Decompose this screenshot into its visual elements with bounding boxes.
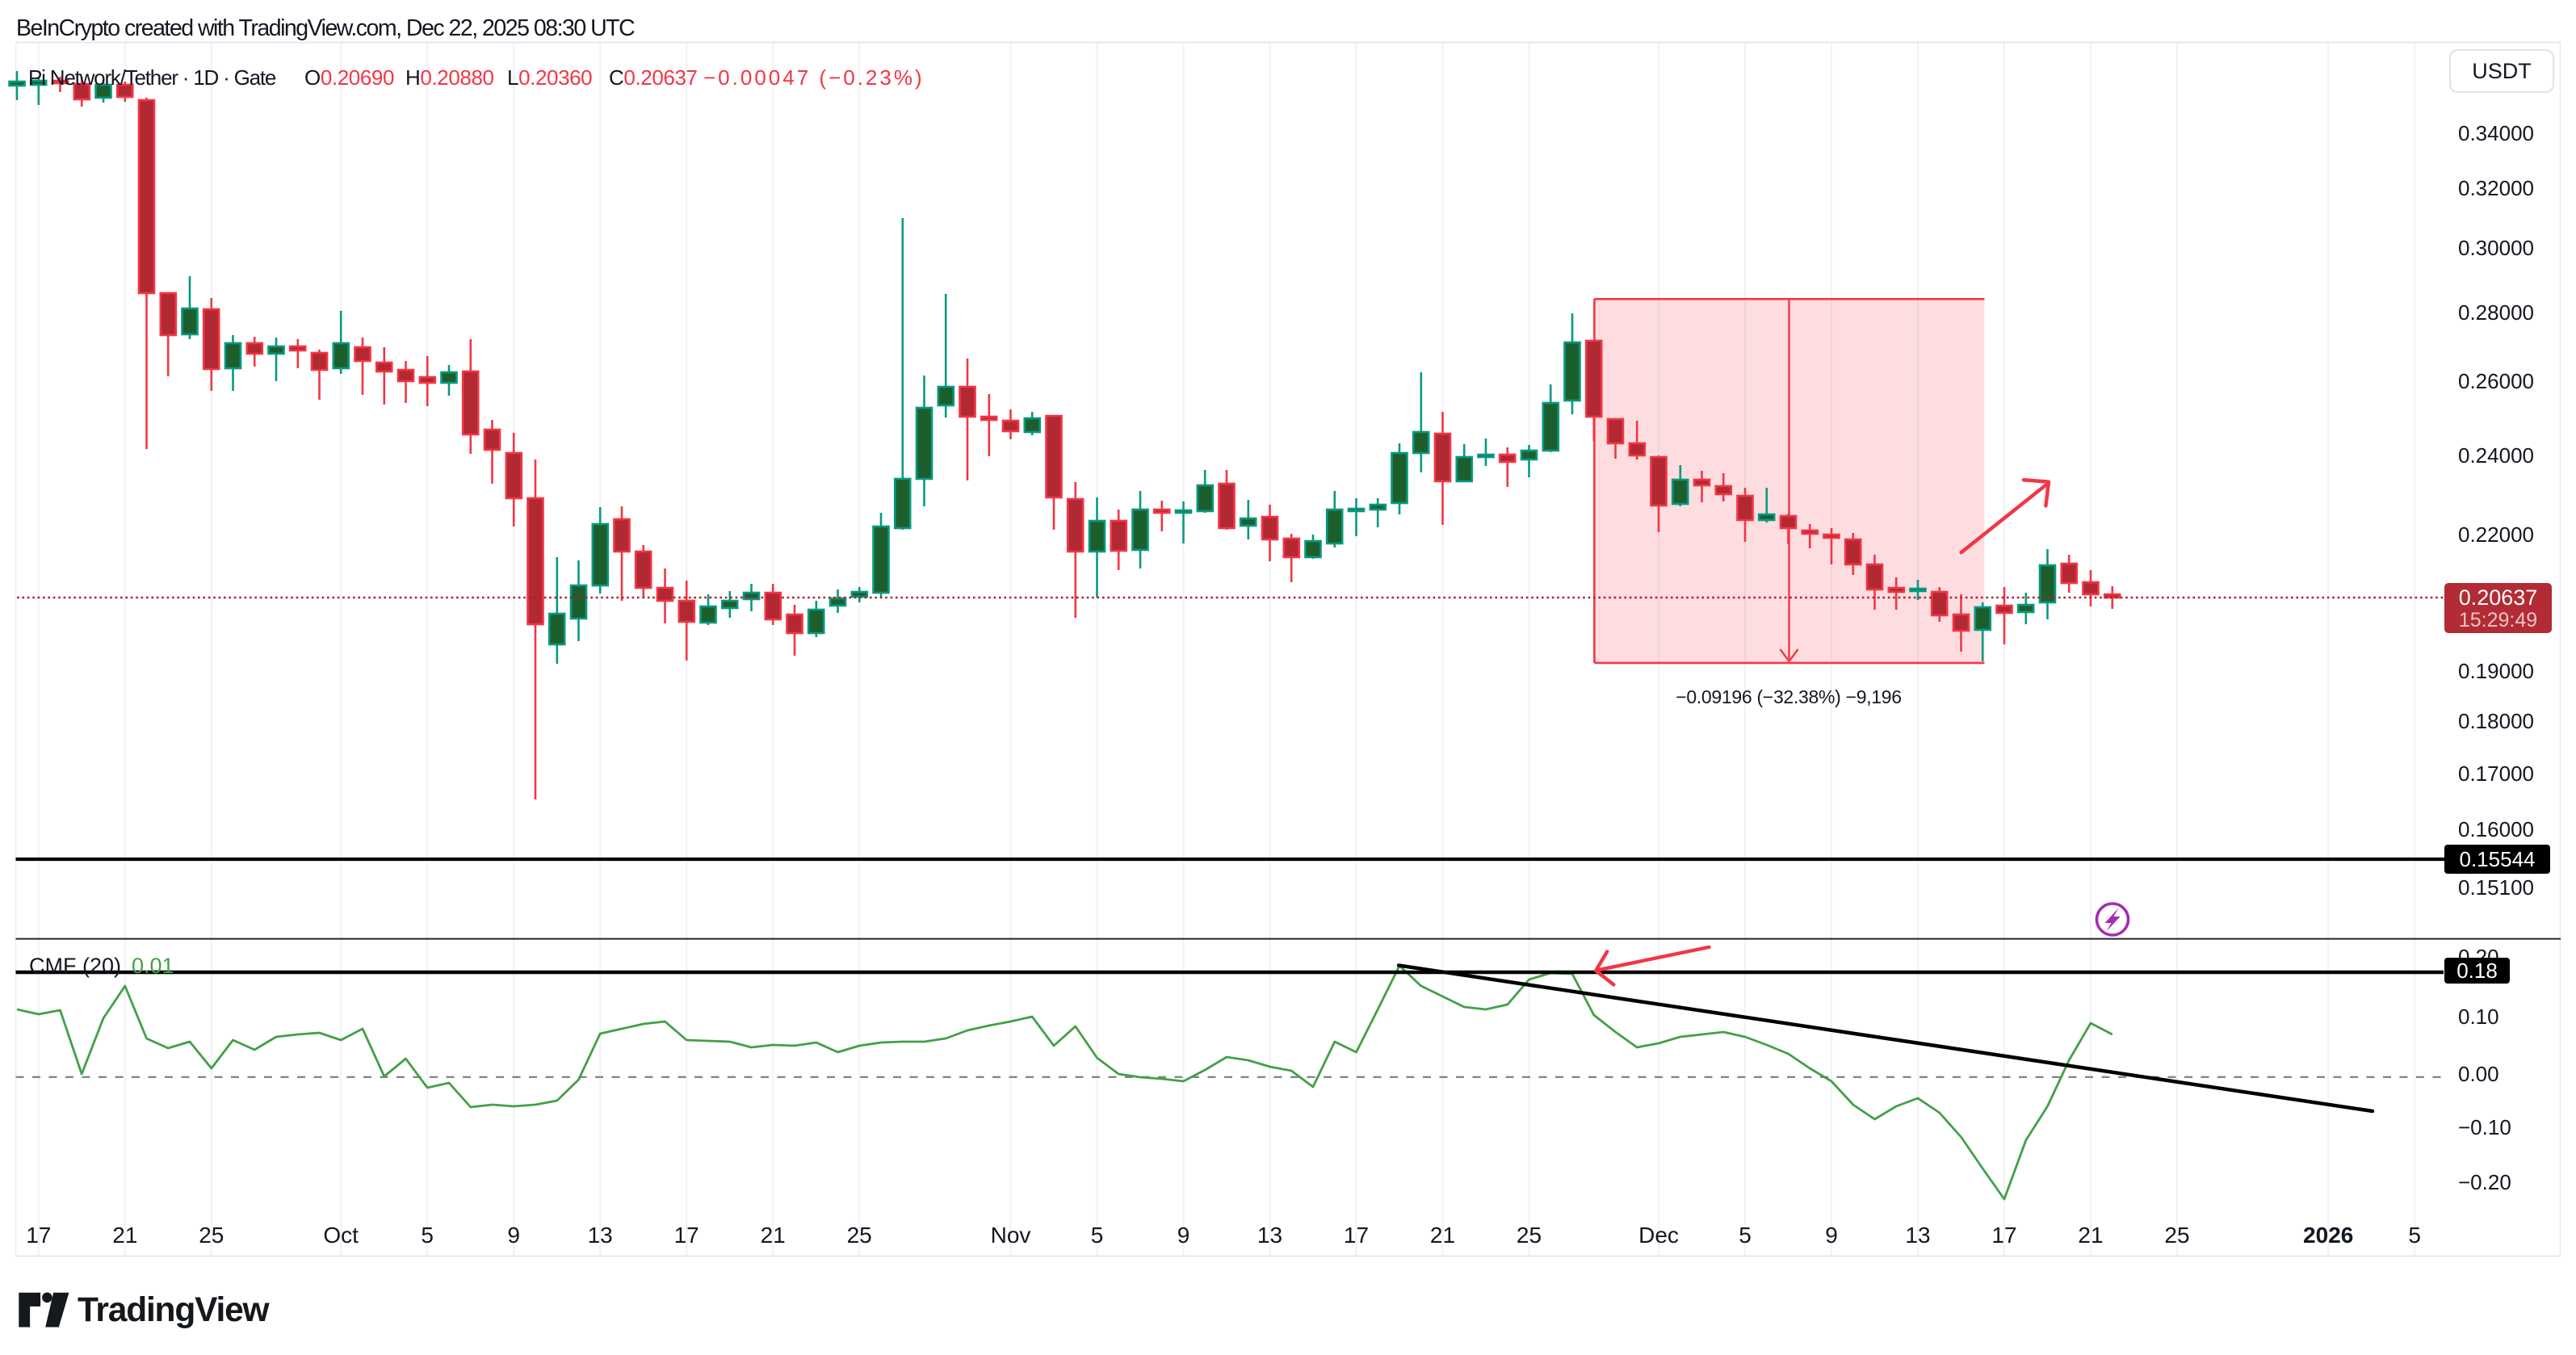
svg-text:0.28000: 0.28000: [2458, 300, 2534, 325]
svg-text:5: 5: [1091, 1223, 1104, 1248]
svg-text:5: 5: [421, 1223, 434, 1248]
svg-text:13: 13: [588, 1223, 613, 1248]
svg-text:15:29:49: 15:29:49: [2459, 609, 2537, 631]
svg-text:0.20637: 0.20637: [2459, 585, 2538, 610]
svg-text:CMF (20): CMF (20): [29, 954, 121, 978]
svg-text:25: 25: [1517, 1223, 1542, 1248]
svg-text:25: 25: [2164, 1223, 2189, 1248]
svg-text:−0.20: −0.20: [2458, 1170, 2511, 1194]
svg-text:0.17000: 0.17000: [2458, 761, 2534, 786]
svg-text:17: 17: [1991, 1223, 2016, 1248]
svg-text:Dec: Dec: [1638, 1223, 1679, 1248]
svg-text:17: 17: [1344, 1223, 1369, 1248]
svg-text:0.22000: 0.22000: [2458, 522, 2534, 547]
svg-text:2026: 2026: [2303, 1223, 2353, 1248]
svg-text:0.10: 0.10: [2458, 1005, 2499, 1029]
svg-text:0.34000: 0.34000: [2458, 121, 2534, 145]
svg-text:13: 13: [1905, 1223, 1930, 1248]
svg-text:21: 21: [2078, 1223, 2103, 1248]
svg-text:21: 21: [1430, 1223, 1455, 1248]
svg-text:9: 9: [1177, 1223, 1190, 1248]
svg-text:21: 21: [112, 1223, 137, 1248]
svg-text:0.18000: 0.18000: [2458, 709, 2534, 733]
svg-text:0.15100: 0.15100: [2458, 875, 2534, 900]
svg-text:0.18: 0.18: [2456, 959, 2498, 983]
svg-text:5: 5: [1739, 1223, 1752, 1248]
svg-text:0.00: 0.00: [2458, 1062, 2499, 1086]
svg-text:−0.09196 (−32.38%) −9,196: −0.09196 (−32.38%) −9,196: [1676, 686, 1902, 707]
svg-text:−0.10: −0.10: [2458, 1115, 2511, 1139]
svg-text:17: 17: [26, 1223, 51, 1248]
svg-text:0.30000: 0.30000: [2458, 236, 2534, 260]
svg-text:13: 13: [1257, 1223, 1282, 1248]
svg-text:TradingView: TradingView: [78, 1291, 271, 1329]
svg-text:BeInCrypto created with Tradin: BeInCrypto created with TradingView.com,…: [16, 15, 635, 41]
svg-text:9: 9: [1825, 1223, 1838, 1248]
svg-text:21: 21: [761, 1223, 786, 1248]
svg-text:0.26000: 0.26000: [2458, 369, 2534, 393]
svg-text:25: 25: [199, 1223, 224, 1248]
svg-text:25: 25: [847, 1223, 872, 1248]
svg-text:5: 5: [2408, 1223, 2421, 1248]
svg-text:0.01: 0.01: [132, 954, 174, 978]
svg-text:0.24000: 0.24000: [2458, 443, 2534, 468]
svg-text:0.16000: 0.16000: [2458, 817, 2534, 841]
svg-text:0.15544: 0.15544: [2460, 847, 2536, 871]
svg-text:USDT: USDT: [2472, 59, 2532, 83]
svg-text:9: 9: [507, 1223, 520, 1248]
svg-text:0.19000: 0.19000: [2458, 659, 2534, 683]
svg-text:Nov: Nov: [991, 1223, 1031, 1248]
svg-text:Oct: Oct: [323, 1223, 359, 1248]
svg-text:17: 17: [674, 1223, 699, 1248]
svg-text:0.32000: 0.32000: [2458, 176, 2534, 200]
